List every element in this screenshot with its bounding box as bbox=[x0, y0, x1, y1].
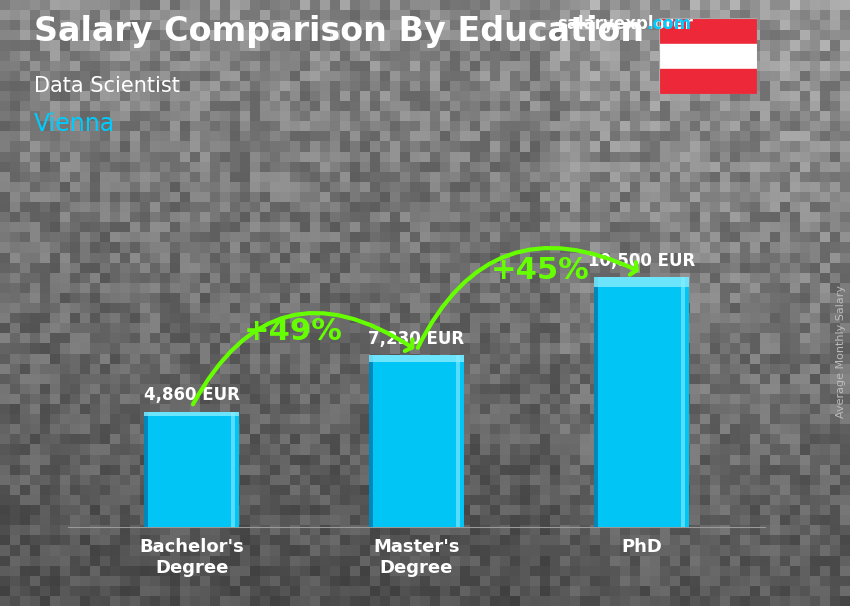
Bar bbox=[369, 355, 373, 527]
Text: Average Monthly Salary: Average Monthly Salary bbox=[836, 285, 846, 418]
Bar bbox=[659, 44, 756, 69]
Bar bbox=[144, 411, 239, 416]
Text: Vienna: Vienna bbox=[34, 112, 115, 136]
Bar bbox=[594, 277, 688, 287]
Text: Data Scientist: Data Scientist bbox=[34, 76, 180, 96]
Text: 7,230 EUR: 7,230 EUR bbox=[368, 330, 465, 348]
Bar bbox=[594, 277, 688, 527]
Bar bbox=[369, 355, 464, 362]
Bar bbox=[681, 277, 685, 527]
Text: +49%: +49% bbox=[243, 318, 343, 347]
Bar bbox=[594, 277, 598, 527]
Bar bbox=[144, 411, 239, 527]
Bar bbox=[659, 69, 756, 94]
Bar bbox=[659, 18, 756, 44]
Text: salaryexplorer: salaryexplorer bbox=[557, 15, 693, 33]
Text: .com: .com bbox=[646, 15, 691, 33]
Text: 10,500 EUR: 10,500 EUR bbox=[587, 252, 695, 270]
Bar bbox=[456, 355, 460, 527]
Bar bbox=[369, 355, 464, 527]
Text: +45%: +45% bbox=[490, 256, 590, 285]
Text: 4,860 EUR: 4,860 EUR bbox=[144, 387, 240, 404]
Bar bbox=[231, 411, 235, 527]
Bar bbox=[144, 411, 148, 527]
Text: Salary Comparison By Education: Salary Comparison By Education bbox=[34, 15, 644, 48]
